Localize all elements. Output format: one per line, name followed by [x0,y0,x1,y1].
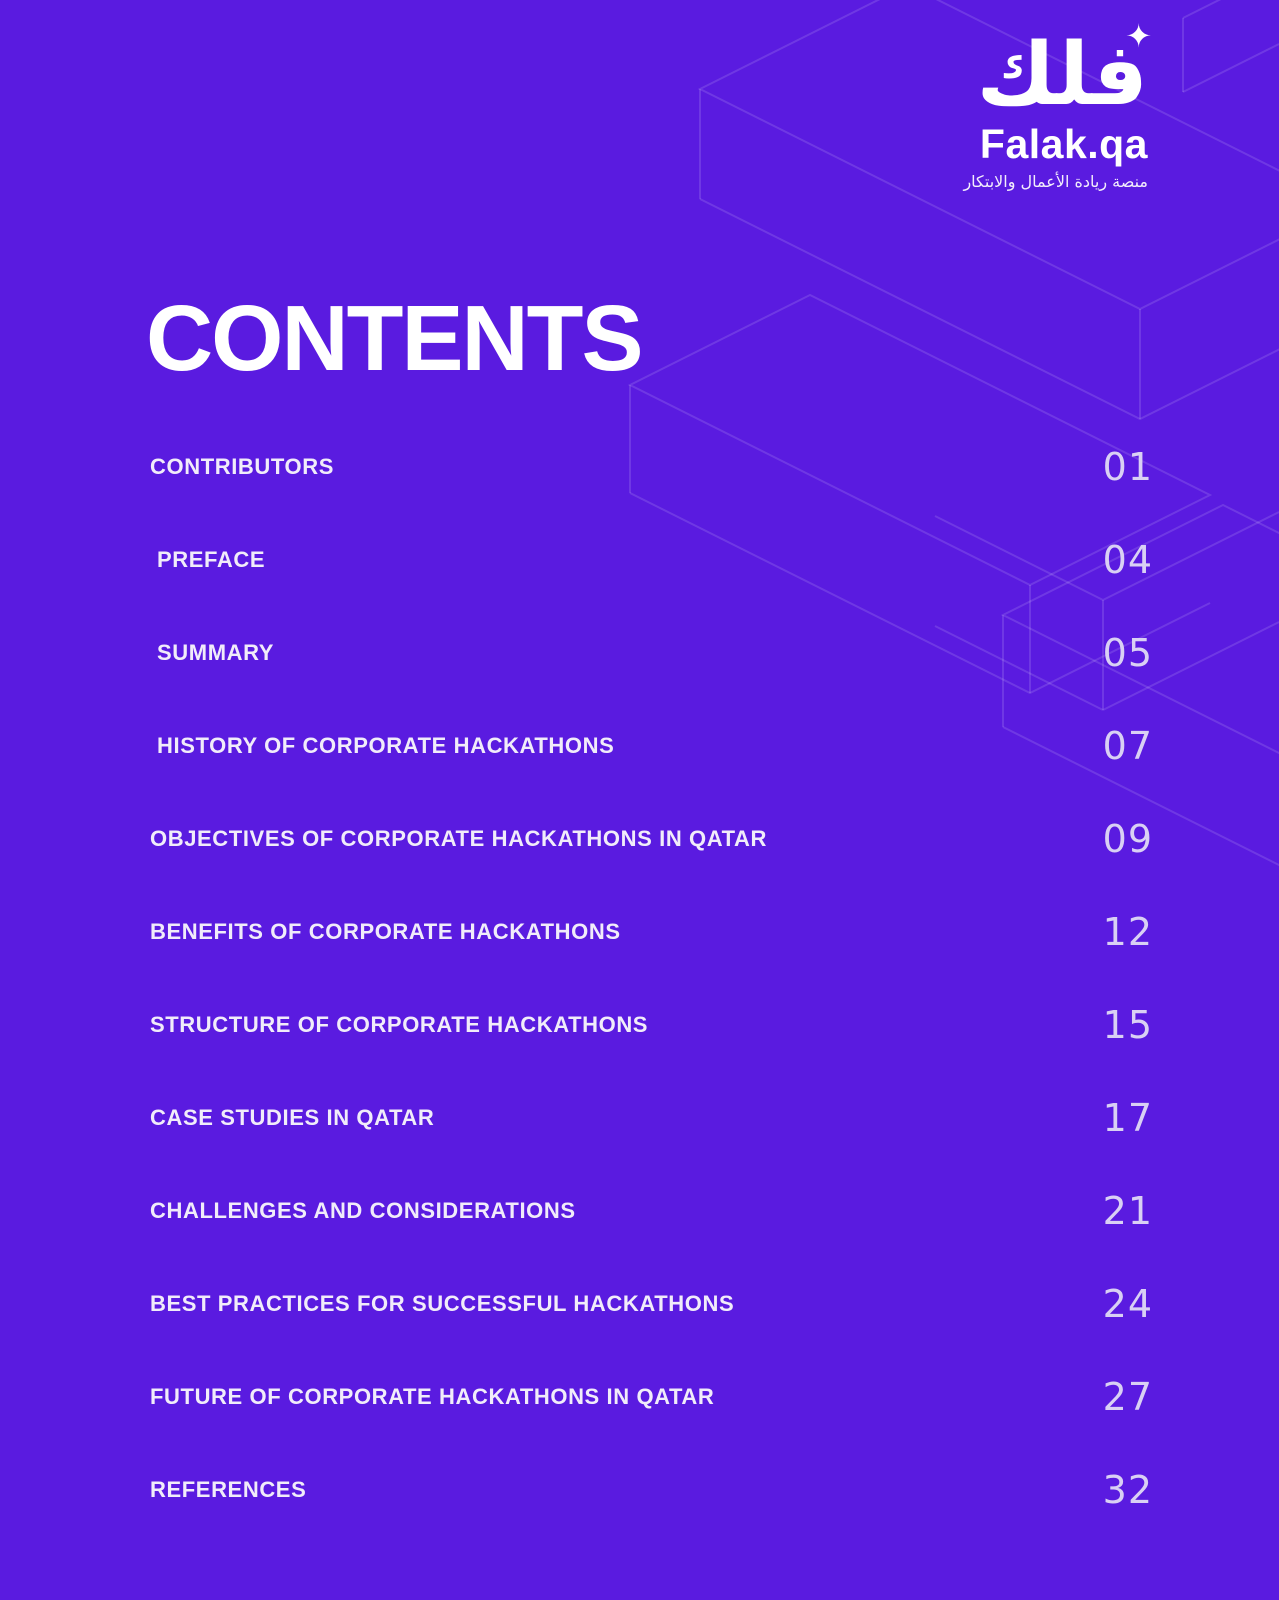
toc-item-label: CONTRIBUTORS [150,453,335,479]
toc-item-label: REFERENCES [150,1476,307,1502]
toc-item-label: OBJECTIVES OF CORPORATE HACKATHONS IN QA… [150,825,767,851]
toc-item-label: CASE STUDIES IN QATAR [150,1104,435,1130]
toc-page-number: 24 [1102,1281,1153,1326]
toc-page-number: 07 [1102,723,1153,768]
sparkle-icon: ✦ [1125,18,1152,54]
toc-row: CONTRIBUTORS 01 [150,420,1153,513]
toc-row: REFERENCES 32 [150,1443,1153,1536]
toc-row: BENEFITS OF CORPORATE HACKATHONS 12 [150,885,1153,978]
toc-item-label: PREFACE [157,546,266,572]
toc-page-number: 09 [1102,816,1153,861]
toc-row: OBJECTIVES OF CORPORATE HACKATHONS IN QA… [150,792,1153,885]
page-title: CONTENTS [146,286,643,391]
toc-item-label: CHALLENGES AND CONSIDERATIONS [150,1197,576,1223]
toc-item-label: SUMMARY [157,639,275,665]
toc-page-number: 27 [1102,1374,1153,1419]
toc-page-number: 15 [1102,1002,1153,1047]
toc-item-label: HISTORY OF CORPORATE HACKATHONS [157,732,615,758]
logo-arabic-wordmark: فلك [976,25,1149,125]
logo-name: Falak.qa [979,121,1148,168]
toc-row: SUMMARY 05 [150,606,1153,699]
toc-row: PREFACE 04 [150,513,1153,606]
toc-item-label: STRUCTURE OF CORPORATE HACKATHONS [150,1011,649,1037]
toc-item-label: FUTURE OF CORPORATE HACKATHONS IN QATAR [150,1383,715,1409]
logo-tagline: منصة ريادة الأعمال والابتكار [963,172,1148,192]
toc-page-number: 01 [1102,444,1153,489]
toc-row: FUTURE OF CORPORATE HACKATHONS IN QATAR … [150,1350,1153,1443]
toc-row: BEST PRACTICES FOR SUCCESSFUL HACKATHONS… [150,1257,1153,1350]
toc-row: CASE STUDIES IN QATAR 17 [150,1071,1153,1164]
toc-item-label: BEST PRACTICES FOR SUCCESSFUL HACKATHONS [150,1290,735,1316]
toc-page-number: 17 [1102,1095,1153,1140]
toc-page-number: 05 [1102,630,1153,675]
toc-page-number: 32 [1102,1467,1153,1512]
toc-page-number: 04 [1102,537,1153,582]
falak-logo: ✦ فلك Falak.qa منصة ريادة الأعمال والابت… [963,20,1152,192]
toc-row: STRUCTURE OF CORPORATE HACKATHONS 15 [150,978,1153,1071]
toc-page-number: 21 [1102,1188,1153,1233]
toc-item-label: BENEFITS OF CORPORATE HACKATHONS [150,918,621,944]
toc-row: CHALLENGES AND CONSIDERATIONS 21 [150,1164,1153,1257]
toc-page-number: 12 [1102,909,1153,954]
table-of-contents: CONTRIBUTORS 01 PREFACE 04 SUMMARY 05 HI… [150,420,1153,1536]
toc-row: HISTORY OF CORPORATE HACKATHONS 07 [150,699,1153,792]
